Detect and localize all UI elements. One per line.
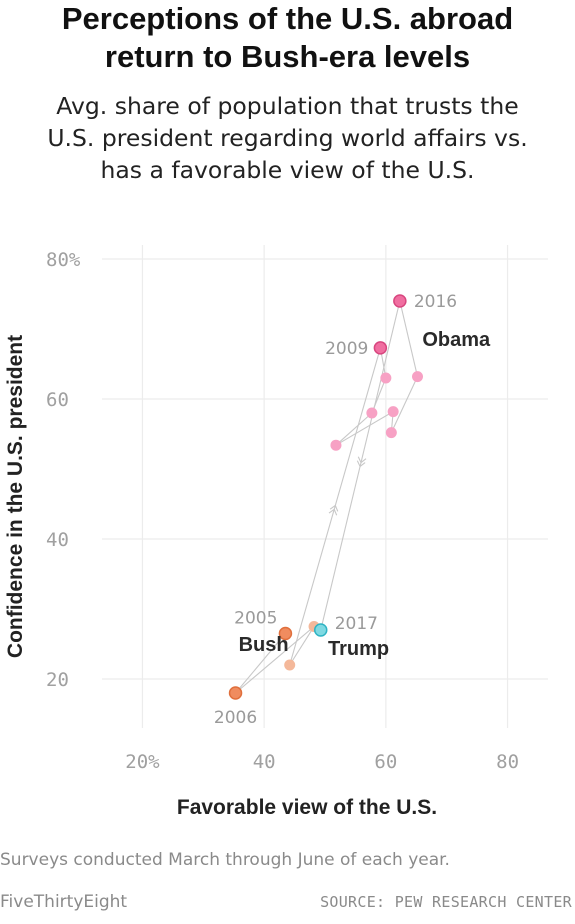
trend-path-segment: [289, 347, 381, 666]
annotation-bush: Bush: [239, 634, 289, 656]
x-tick-label: 40: [253, 751, 276, 773]
year-label-2009: 2009: [325, 339, 368, 359]
data-point-2013: [387, 406, 399, 418]
data-point-2017: [313, 623, 328, 637]
trend-arrow: [328, 504, 339, 516]
y-tick-label: 80%: [46, 249, 81, 271]
data-point-2014: [385, 427, 397, 439]
title-line-2: return to Bush-era levels: [104, 39, 471, 74]
survey-note: Surveys conducted March through June of …: [0, 850, 450, 870]
y-axis-label: Confidence in the U.S. president: [4, 335, 27, 658]
data-point-2009: [373, 341, 388, 355]
trend-path-segment: [235, 626, 315, 694]
subtitle-line-3: has a favorable view of the U.S.: [100, 156, 475, 184]
y-tick-label: 60: [46, 389, 69, 411]
subtitle-line-2: U.S. president regarding world affairs v…: [47, 124, 528, 152]
year-label-2005: 2005: [234, 609, 277, 629]
year-label-2017: 2017: [335, 614, 378, 634]
title-line-1: Perceptions of the U.S. abroad: [61, 1, 514, 36]
data-point-2010: [380, 372, 392, 384]
subtitle-line-1: Avg. share of population that trusts the: [56, 92, 519, 120]
trend-path-segment: [399, 300, 419, 377]
y-tick-label: 20: [46, 669, 69, 691]
trend-path-segment: [320, 300, 401, 631]
data-point-2015: [412, 371, 424, 383]
trend-path-segment: [289, 626, 315, 666]
brand-label: FiveThirtyEight: [0, 892, 128, 912]
y-tick-label: 40: [46, 529, 69, 551]
data-point-2008: [284, 659, 296, 671]
trend-path-segment: [335, 411, 394, 446]
trend-arrow: [356, 456, 367, 468]
data-point-2006: [228, 686, 243, 700]
annotation-obama: Obama: [422, 329, 491, 351]
year-label-2006: 2006: [214, 708, 257, 728]
source-label: SOURCE: PEW RESEARCH CENTER: [320, 893, 572, 911]
data-point-2005: [278, 626, 293, 641]
data-point-2012: [330, 439, 342, 451]
x-tick-label: 80: [496, 751, 519, 773]
trend-path-segment: [235, 633, 286, 694]
year-label-2016: 2016: [414, 292, 457, 312]
data-point-2016: [393, 294, 407, 308]
x-tick-label: 60: [374, 751, 397, 773]
chart-title: Perceptions of the U.S. abroad return to…: [0, 0, 575, 76]
annotation-trump: Trump: [328, 638, 389, 660]
x-tick-label: 20%: [125, 751, 160, 773]
x-axis-label: Favorable view of the U.S.: [177, 796, 437, 819]
trend-path-segment: [390, 376, 419, 433]
chart-subtitle: Avg. share of population that trusts the…: [0, 90, 575, 186]
trend-path-segment: [335, 412, 373, 446]
data-point-2011: [366, 407, 378, 419]
